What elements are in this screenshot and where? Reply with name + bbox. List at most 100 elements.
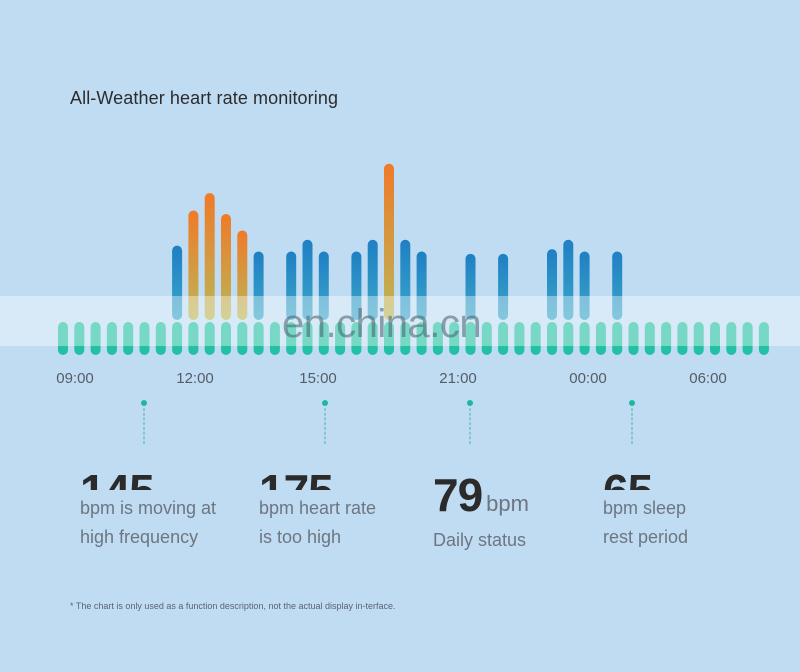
baseline-bar-25	[465, 322, 476, 355]
bar-blue-10	[367, 239, 378, 320]
baseline-bar-9	[204, 322, 215, 355]
marker-line-3	[469, 408, 471, 444]
stat-high: 175 bpm heart rate is too high	[259, 468, 376, 552]
bar-blue-12	[400, 239, 411, 320]
bar-blue-5	[253, 251, 264, 320]
watermark: en.china.cn	[282, 302, 482, 346]
baseline-bar-21	[400, 322, 411, 355]
footnote: * The chart is only used as a function d…	[70, 601, 396, 611]
x-tick-0000: 00:00	[569, 370, 607, 387]
baseline-bar-22	[416, 322, 427, 355]
baseline-bar-42	[742, 322, 753, 355]
baseline-bar-34	[612, 322, 623, 355]
bar-blue-14	[465, 253, 476, 320]
baseline-bar-33	[595, 322, 606, 355]
bar-orange-1	[188, 210, 199, 320]
baseline-bar-18	[351, 322, 362, 355]
baseline-bar-8	[188, 322, 199, 355]
baseline-bar-19	[367, 322, 378, 355]
baseline-bar-1	[74, 322, 85, 355]
stat-high-number: 175	[259, 468, 376, 490]
marker-dot-1	[141, 400, 147, 406]
stat-daily-number: 79	[433, 469, 483, 521]
baseline-bar-36	[644, 322, 655, 355]
x-tick-0900: 09:00	[56, 370, 94, 387]
baseline-bar-40	[710, 322, 720, 355]
stat-daily-desc: Daily status	[433, 530, 527, 550]
stat-high-desc-line2: is too high	[259, 527, 342, 547]
baseline-bar-32	[579, 322, 590, 355]
marker-dot-4	[629, 400, 635, 406]
baseline-bar-0	[58, 322, 68, 355]
baseline-bar-10	[221, 322, 231, 355]
x-tick-1200: 12:00	[176, 370, 214, 387]
marker-line-2	[324, 408, 326, 444]
baseline-bar-5	[139, 322, 150, 355]
baseline-bar-4	[123, 322, 134, 355]
baseline-bar-23	[432, 322, 443, 355]
baseline-bar-14	[286, 322, 297, 355]
bar-blue-9	[351, 251, 362, 320]
stat-moving-desc-line2: high frequency	[80, 527, 199, 547]
stat-high-desc: bpm heart rate is too high	[259, 494, 376, 552]
baseline-bar-3	[106, 322, 117, 355]
stat-sleep-number: 65	[603, 468, 688, 490]
baseline-bar-35	[628, 322, 639, 355]
baseline-bar-30	[547, 322, 557, 355]
stat-sleep-desc: bpm sleep rest period	[603, 494, 688, 552]
stat-moving-desc: bpm is moving at high frequency	[80, 494, 216, 552]
x-tick-1500: 15:00	[299, 370, 337, 387]
bar-blue-19	[612, 251, 623, 320]
stat-moving-number: 145	[80, 468, 216, 490]
baseline-bar-16	[318, 322, 329, 355]
baseline-bar-29	[530, 322, 541, 355]
bar-blue-13	[416, 251, 427, 320]
baseline-bar-28	[514, 322, 525, 355]
x-tick-0600: 06:00	[689, 370, 727, 387]
bar-blue-17	[563, 239, 574, 320]
stat-sleep-desc-line1: bpm sleep	[603, 498, 687, 518]
baseline-bar-17	[335, 322, 346, 355]
baseline-bar-39	[693, 322, 704, 355]
x-tick-2100: 21:00	[439, 370, 477, 387]
baseline-bar-15	[302, 322, 313, 355]
bar-blue-7	[302, 239, 313, 320]
chart-title: All-Weather heart rate monitoring	[70, 88, 339, 108]
marker-line-4	[631, 408, 633, 444]
baseline-bar-2	[90, 322, 101, 355]
baseline-bar-6	[155, 322, 166, 355]
baseline-bar-7	[172, 322, 183, 355]
marker-line-1	[143, 408, 145, 444]
bar-orange-11	[384, 163, 394, 320]
bar-orange-3	[221, 214, 231, 320]
baseline-bar-13	[269, 322, 280, 355]
baseline-bar-38	[677, 322, 688, 355]
watermark-band	[0, 296, 800, 346]
bar-blue-15	[498, 253, 509, 320]
baseline-bar-27	[498, 322, 509, 355]
bar-orange-2	[204, 193, 215, 320]
baseline-bar-12	[253, 322, 264, 355]
bar-orange-4	[237, 230, 248, 320]
bar-blue-16	[547, 249, 557, 320]
stat-moving: 145 bpm is moving at high frequency	[80, 468, 216, 552]
stat-sleep-desc-line2: rest period	[603, 527, 689, 547]
bar-blue-6	[286, 251, 297, 320]
bar-blue-8	[318, 251, 329, 320]
baseline-bar-20	[384, 322, 394, 355]
bar-blue-18	[579, 251, 590, 320]
marker-dot-3	[467, 400, 473, 406]
baseline-bar-41	[726, 322, 737, 355]
stat-sleep: 65 bpm sleep rest period	[603, 468, 688, 552]
stat-moving-desc-line1: bpm is moving at	[80, 498, 217, 518]
baseline-bar-26	[481, 322, 492, 355]
stat-daily: 79 bpm Daily status	[433, 472, 529, 555]
baseline-bar-11	[237, 322, 248, 355]
bar-blue-0	[172, 245, 183, 320]
baseline-bar-43	[758, 322, 769, 355]
stat-daily-unit: bpm	[486, 491, 529, 516]
marker-dot-2	[322, 400, 328, 406]
stat-high-desc-line1: bpm heart rate	[259, 498, 377, 518]
baseline-bar-37	[661, 322, 672, 355]
heart-rate-chart	[58, 163, 769, 355]
